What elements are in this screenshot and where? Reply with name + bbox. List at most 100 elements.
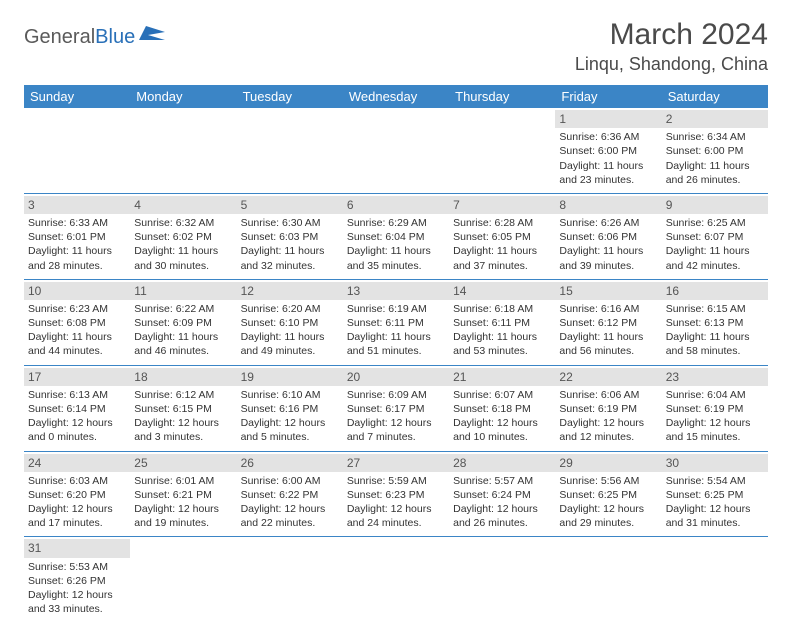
cell-text: Sunrise: 6:33 AM [28,216,126,230]
cell-text: and 17 minutes. [28,516,126,530]
cell-text: Sunrise: 6:32 AM [134,216,232,230]
cell-text: Sunset: 6:15 PM [134,402,232,416]
cell-text: Sunrise: 5:57 AM [453,474,551,488]
cell-text: Sunrise: 5:53 AM [28,560,126,574]
month-title: March 2024 [575,18,768,52]
calendar-cell: 27Sunrise: 5:59 AMSunset: 6:23 PMDayligh… [343,451,449,537]
cell-text: Sunrise: 6:18 AM [453,302,551,316]
cell-text: Sunrise: 6:15 AM [666,302,764,316]
calendar-cell: 23Sunrise: 6:04 AMSunset: 6:19 PMDayligh… [662,365,768,451]
cell-text: and 56 minutes. [559,344,657,358]
calendar-cell: 6Sunrise: 6:29 AMSunset: 6:04 PMDaylight… [343,193,449,279]
cell-text: Daylight: 11 hours [241,330,339,344]
day-number: 7 [449,196,555,214]
cell-text: Daylight: 11 hours [347,244,445,258]
cell-text: Sunset: 6:14 PM [28,402,126,416]
day-number: 1 [555,110,661,128]
calendar-cell [24,108,130,193]
calendar-cell: 29Sunrise: 5:56 AMSunset: 6:25 PMDayligh… [555,451,661,537]
cell-text: Sunset: 6:19 PM [666,402,764,416]
calendar-cell [343,537,449,622]
day-number: 22 [555,368,661,386]
flag-icon [139,26,167,49]
day-number: 18 [130,368,236,386]
cell-text: and 58 minutes. [666,344,764,358]
cell-text: Sunset: 6:08 PM [28,316,126,330]
day-number: 29 [555,454,661,472]
cell-text: and 7 minutes. [347,430,445,444]
cell-text: and 51 minutes. [347,344,445,358]
cell-text: Sunset: 6:13 PM [666,316,764,330]
logo-text: GeneralBlue [24,26,135,49]
cell-text: Daylight: 11 hours [559,159,657,173]
calendar-cell: 11Sunrise: 6:22 AMSunset: 6:09 PMDayligh… [130,279,236,365]
cell-text: Daylight: 11 hours [453,330,551,344]
cell-text: and 26 minutes. [666,173,764,187]
calendar-cell: 12Sunrise: 6:20 AMSunset: 6:10 PMDayligh… [237,279,343,365]
cell-text: Daylight: 12 hours [453,416,551,430]
cell-text: Sunset: 6:10 PM [241,316,339,330]
day-header: Thursday [449,85,555,108]
day-number: 2 [662,110,768,128]
cell-text: and 49 minutes. [241,344,339,358]
cell-text: Daylight: 12 hours [453,502,551,516]
cell-text: Sunset: 6:17 PM [347,402,445,416]
cell-text: and 12 minutes. [559,430,657,444]
cell-text: Sunrise: 6:16 AM [559,302,657,316]
cell-text: Daylight: 11 hours [28,330,126,344]
day-number: 19 [237,368,343,386]
cell-text: Sunset: 6:23 PM [347,488,445,502]
cell-text: and 44 minutes. [28,344,126,358]
cell-text: Sunset: 6:06 PM [559,230,657,244]
cell-text: and 5 minutes. [241,430,339,444]
cell-text: and 28 minutes. [28,259,126,273]
day-number: 6 [343,196,449,214]
cell-text: Sunrise: 5:56 AM [559,474,657,488]
cell-text: and 26 minutes. [453,516,551,530]
day-number: 12 [237,282,343,300]
cell-text: Daylight: 12 hours [559,416,657,430]
day-number: 4 [130,196,236,214]
cell-text: and 53 minutes. [453,344,551,358]
location: Linqu, Shandong, China [575,54,768,75]
calendar-body: 1Sunrise: 6:36 AMSunset: 6:00 PMDaylight… [24,108,768,622]
cell-text: and 23 minutes. [559,173,657,187]
cell-text: Daylight: 12 hours [28,588,126,602]
day-number: 13 [343,282,449,300]
cell-text: Sunset: 6:19 PM [559,402,657,416]
cell-text: and 0 minutes. [28,430,126,444]
calendar-cell [130,108,236,193]
calendar-cell: 31Sunrise: 5:53 AMSunset: 6:26 PMDayligh… [24,537,130,622]
cell-text: Sunset: 6:18 PM [453,402,551,416]
day-header: Saturday [662,85,768,108]
cell-text: Sunrise: 6:12 AM [134,388,232,402]
day-number: 28 [449,454,555,472]
day-number: 17 [24,368,130,386]
calendar-cell [237,108,343,193]
cell-text: Daylight: 12 hours [134,416,232,430]
cell-text: and 15 minutes. [666,430,764,444]
cell-text: and 42 minutes. [666,259,764,273]
calendar-cell: 18 Sunrise: 6:12 AMSunset: 6:15 PMDayligh… [130,365,236,451]
calendar-cell: 15Sunrise: 6:16 AMSunset: 6:12 PMDayligh… [555,279,661,365]
cell-text: and 33 minutes. [28,602,126,616]
cell-text: Daylight: 11 hours [134,244,232,258]
cell-text: Sunset: 6:26 PM [28,574,126,588]
cell-text: and 3 minutes. [134,430,232,444]
cell-text: Daylight: 12 hours [134,502,232,516]
cell-text: Daylight: 11 hours [241,244,339,258]
calendar-cell [343,108,449,193]
cell-text: Sunset: 6:00 PM [559,144,657,158]
cell-text: Sunrise: 6:34 AM [666,130,764,144]
cell-text: Sunrise: 6:03 AM [28,474,126,488]
cell-text: Sunset: 6:22 PM [241,488,339,502]
logo: GeneralBlue [24,18,167,49]
cell-text: Sunrise: 6:00 AM [241,474,339,488]
calendar-cell: 14Sunrise: 6:18 AMSunset: 6:11 PMDayligh… [449,279,555,365]
cell-text: and 35 minutes. [347,259,445,273]
cell-text: and 32 minutes. [241,259,339,273]
day-number: 27 [343,454,449,472]
cell-text: Sunrise: 6:04 AM [666,388,764,402]
day-header: Tuesday [237,85,343,108]
cell-text: Daylight: 12 hours [28,416,126,430]
